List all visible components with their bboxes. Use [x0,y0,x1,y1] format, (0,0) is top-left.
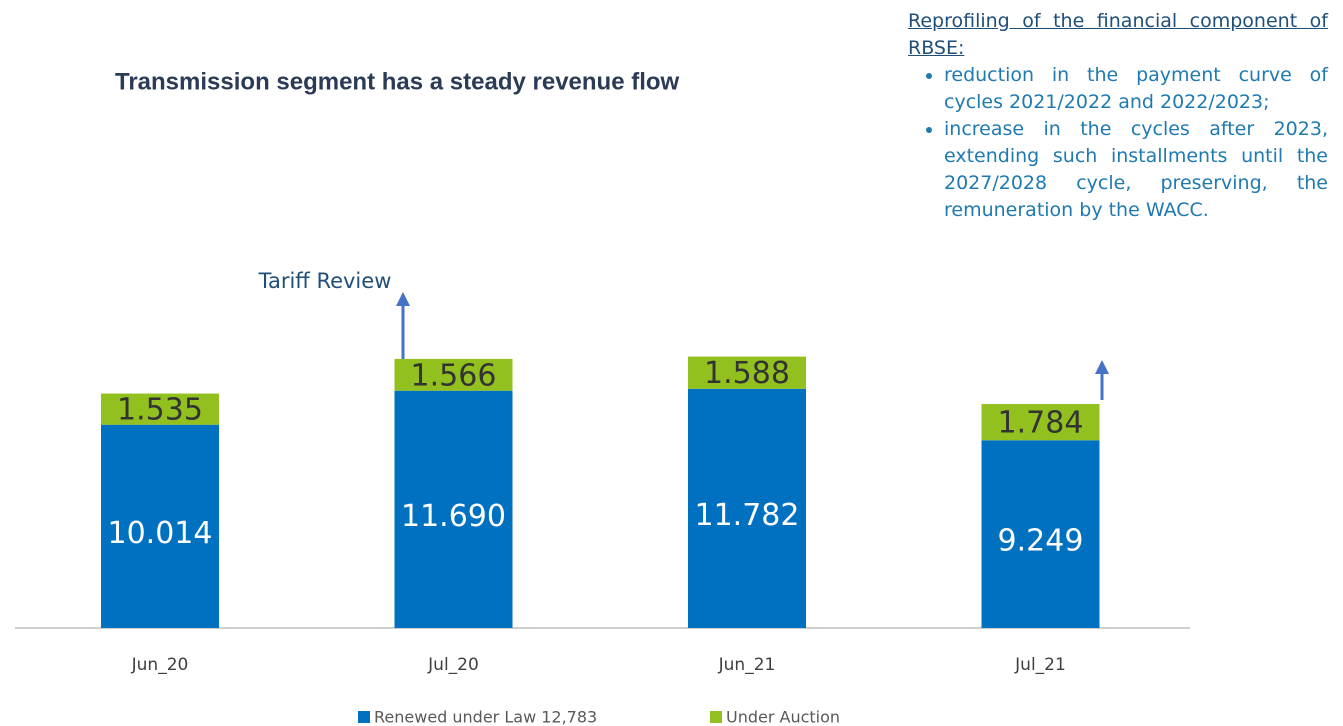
data-label: 9.249 [998,524,1084,559]
legend-label: Renewed under Law 12,783 [374,708,597,726]
bar-segment [101,424,219,628]
data-label: 1.535 [117,393,203,428]
data-label: 11.782 [695,498,800,533]
data-label: 1.784 [998,406,1084,441]
bar-segment [688,356,806,389]
bar-segment [688,388,806,628]
legend-swatch [710,711,722,723]
x-tick-label: Jun_21 [718,655,776,675]
chart-title: Transmission segment has a steady revenu… [115,68,680,95]
notes-list: reduction in the payment curve of cycles… [908,62,1328,224]
x-tick-label: Jul_21 [1014,655,1066,675]
legend-swatch [358,711,370,723]
data-label: 1.588 [704,356,790,391]
notes-heading: Reprofiling of the financial component o… [908,10,1328,59]
x-tick-label: Jun_20 [131,655,189,675]
bar-segment [394,390,513,628]
data-label: 10.014 [108,516,213,551]
note-bullet: reduction in the payment curve of cycles… [944,62,1328,116]
bar-segment [981,404,1100,441]
notes: Reprofiling of the financial component o… [908,8,1328,224]
note-bullet: increase in the cycles after 2023, exten… [944,116,1328,224]
bar-segment [394,358,513,391]
bar-segment [981,440,1100,628]
bar-segment [101,393,219,425]
data-label: 1.566 [411,358,497,393]
annotation: Tariff Review [258,269,392,293]
data-label: 11.690 [401,499,506,534]
x-tick-label: Jul_20 [427,655,479,675]
legend-label: Under Auction [726,708,840,726]
